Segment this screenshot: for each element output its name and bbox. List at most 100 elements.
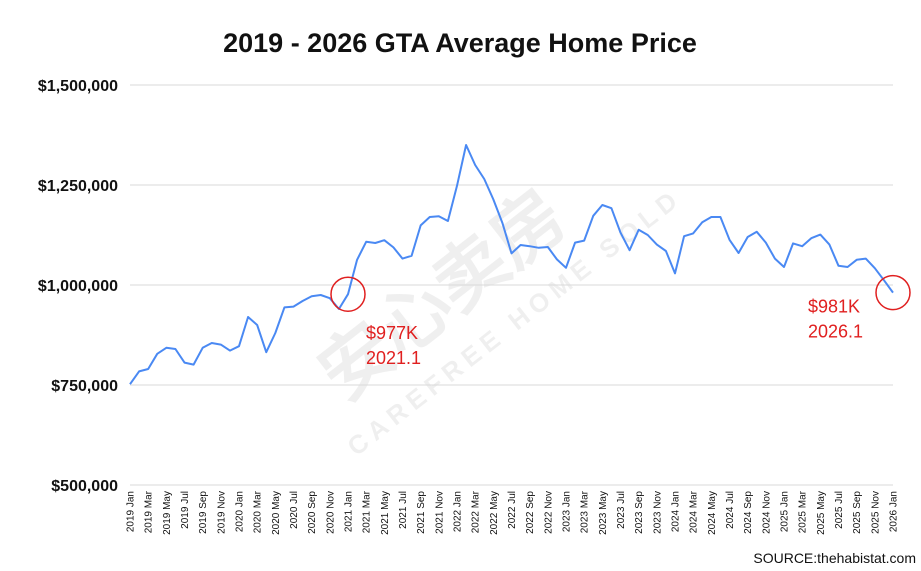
- data-point: [855, 258, 859, 262]
- data-point: [164, 346, 168, 350]
- x-tick-label: 2025 Jul: [834, 491, 845, 529]
- data-point: [219, 343, 223, 347]
- data-point: [573, 241, 577, 245]
- x-tick-label: 2021 Mar: [362, 490, 373, 533]
- data-point: [873, 266, 877, 270]
- y-tick-label: $1,000,000: [38, 278, 118, 295]
- x-tick-label: 2022 Nov: [543, 491, 554, 534]
- data-point: [700, 220, 704, 224]
- data-point: [419, 223, 423, 227]
- data-point: [437, 214, 441, 218]
- data-point: [800, 244, 804, 248]
- x-tick-label: 2023 May: [598, 491, 609, 535]
- data-point: [519, 243, 523, 247]
- x-tick-label: 2019 May: [162, 491, 173, 535]
- data-point: [827, 243, 831, 247]
- data-point: [782, 265, 786, 269]
- data-point: [355, 258, 359, 262]
- data-point: [528, 244, 532, 248]
- y-tick-label: $500,000: [51, 478, 118, 495]
- x-tick-label: 2021 Sep: [416, 491, 427, 534]
- data-point: [346, 292, 350, 296]
- data-point: [718, 215, 722, 219]
- x-tick-label: 2023 Nov: [652, 491, 663, 534]
- data-point: [818, 233, 822, 237]
- series-line: [129, 144, 894, 385]
- data-point: [491, 197, 495, 201]
- x-tick-label: 2025 May: [816, 491, 827, 535]
- data-point: [264, 350, 268, 354]
- data-point: [809, 236, 813, 240]
- data-point: [773, 257, 777, 261]
- data-point: [473, 163, 477, 167]
- annotation-date: 2026.1: [808, 322, 863, 342]
- data-point: [737, 251, 741, 255]
- data-point: [282, 305, 286, 309]
- x-tick-label: 2019 Jul: [180, 491, 191, 529]
- data-point: [746, 235, 750, 239]
- data-point: [301, 299, 305, 303]
- x-tick-label: 2021 Jan: [344, 491, 355, 532]
- data-point: [764, 241, 768, 245]
- x-tick-label: 2019 Jan: [126, 491, 137, 532]
- source-label: SOURCE:thehabistat.com: [753, 550, 916, 566]
- data-point: [791, 241, 795, 245]
- data-point: [310, 294, 314, 298]
- data-point: [555, 257, 559, 261]
- data-point: [728, 238, 732, 242]
- data-point: [173, 347, 177, 351]
- x-tick-label: 2020 May: [271, 491, 282, 535]
- data-point: [428, 215, 432, 219]
- x-tick-label: 2021 Nov: [434, 491, 445, 534]
- x-tick-label: 2019 Mar: [144, 490, 155, 533]
- chart-title: 2019 - 2026 GTA Average Home Price: [223, 28, 697, 58]
- data-point: [837, 264, 841, 268]
- annotation-value: $977K: [366, 323, 418, 343]
- x-tick-label: 2020 Jan: [235, 491, 246, 532]
- annotation-date: 2021.1: [366, 348, 421, 368]
- x-tick-label: 2023 Sep: [634, 491, 645, 534]
- data-point: [137, 369, 141, 373]
- data-point: [628, 248, 632, 252]
- data-point: [682, 234, 686, 238]
- data-point: [637, 228, 641, 232]
- data-point: [391, 245, 395, 249]
- data-point: [382, 238, 386, 242]
- data-point: [591, 214, 595, 218]
- y-axis-ticks: $1,500,000 $1,250,000 $1,000,000 $750,000 $5…: [38, 78, 118, 495]
- data-point: [255, 323, 259, 327]
- data-point: [755, 230, 759, 234]
- y-tick-label: $750,000: [51, 378, 118, 395]
- x-tick-label: 2020 Nov: [325, 491, 336, 534]
- x-tick-label: 2020 Mar: [253, 490, 264, 533]
- data-point: [292, 305, 296, 309]
- x-tick-label: 2021 May: [380, 491, 391, 535]
- annotation-value: $981K: [808, 297, 860, 317]
- x-tick-label: 2023 Jan: [562, 491, 573, 532]
- watermark: 安心卖房 CAREFREE HOME SOLD: [305, 175, 688, 462]
- x-tick-label: 2026 Jan: [889, 491, 900, 532]
- x-tick-label: 2025 Mar: [798, 490, 809, 533]
- x-tick-label: 2024 Jan: [671, 491, 682, 532]
- x-tick-label: 2024 Mar: [689, 490, 700, 533]
- x-tick-label: 2020 Sep: [307, 491, 318, 534]
- data-point: [646, 233, 650, 237]
- annotation-circle: [875, 274, 911, 311]
- data-point: [846, 265, 850, 269]
- data-point: [500, 221, 504, 225]
- data-point: [146, 367, 150, 371]
- x-tick-label: 2024 May: [707, 491, 718, 535]
- data-point: [609, 206, 613, 210]
- x-tick-label: 2022 Jul: [507, 491, 518, 529]
- data-point: [464, 143, 468, 147]
- data-point: [619, 231, 623, 235]
- data-point: [273, 331, 277, 335]
- data-point: [582, 239, 586, 243]
- data-point: [246, 315, 250, 319]
- data-point: [237, 344, 241, 348]
- data-point: [600, 203, 604, 207]
- data-point: [319, 293, 323, 297]
- x-tick-label: 2023 Jul: [616, 491, 627, 529]
